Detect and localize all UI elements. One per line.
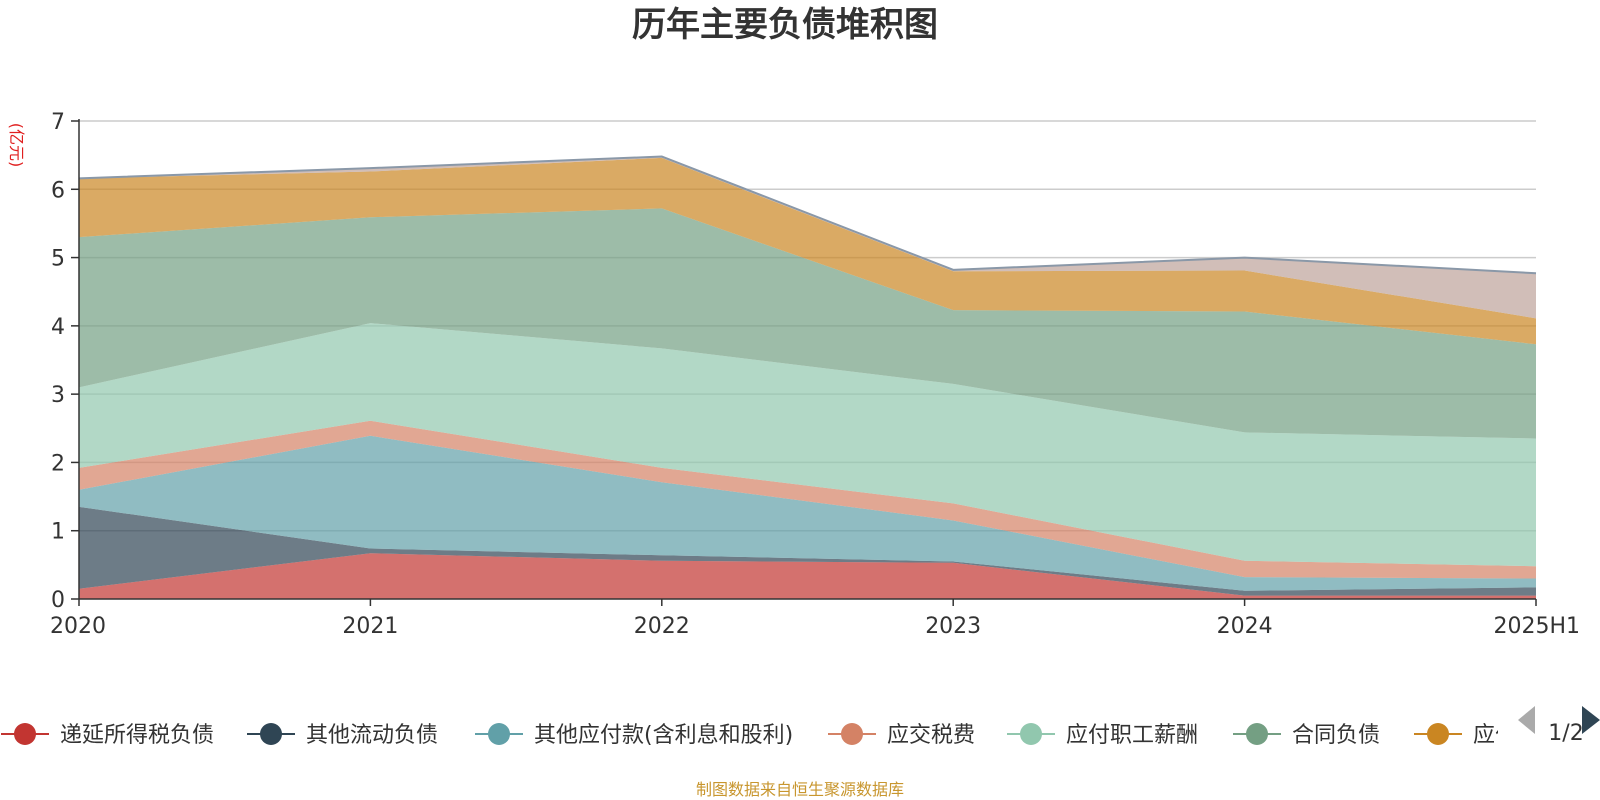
area-series [79,208,1536,439]
x-tick-label: 2020 [50,614,106,639]
legend: 递延所得税负债 其他流动负债 其他应付款(含利息和股利) 应交税费 应付职工薪酬 合同负债… [1,723,1561,748]
y-axis-unit-label: (亿元) [7,123,26,168]
y-tick-label: 0 [51,588,65,613]
chart-title: 历年主要负债堆积图 [632,5,938,45]
area-series [79,553,1536,599]
y-tick-label: 5 [51,247,65,272]
area-series [79,435,1536,591]
x-tick-label: 2025H1 [1493,614,1580,639]
legend-marker-dot [1020,723,1042,745]
legend-marker-dot [841,723,863,745]
legend-page-indicator: 1/2 [1548,721,1583,746]
legend-marker-dot [14,723,36,745]
y-tick-label: 3 [51,383,65,408]
axes: 0 1 2 3 4 5 6 7 2020 2021 2022 2023 2024 2025H1 [50,110,1580,639]
area-series [79,157,1536,345]
x-tick-label: 2021 [342,614,398,639]
y-tick-label: 4 [51,315,65,340]
legend-item[interactable]: 其他流动负债 [247,723,438,748]
legend-marker-dot [260,723,282,745]
legend-marker-dot [1427,723,1449,745]
legend-item[interactable]: 应付职工薪酬 [1007,723,1198,748]
data-source-note: 制图数据来自恒生聚源数据库 [696,780,904,799]
legend-item[interactable]: 其他应付款(含利息和股利) [475,723,793,748]
legend-label: 应付账款 [1473,723,1561,748]
legend-item[interactable]: 递延所得税负债 [1,723,214,748]
legend-prev-arrow-icon[interactable] [1518,706,1535,734]
legend-item[interactable]: 应付账款 [1414,723,1561,748]
y-tick-label: 6 [51,178,65,203]
legend-item[interactable]: 应交税费 [828,723,975,748]
legend-pager: 1/2 [1518,706,1600,746]
y-tick-label: 7 [51,110,65,135]
legend-marker-dot [488,723,510,745]
legend-label: 应付职工薪酬 [1066,723,1198,748]
y-tick-label: 1 [51,520,65,545]
legend-label: 其他应付款(含利息和股利) [534,723,793,748]
legend-next-arrow-icon[interactable] [1582,706,1600,734]
x-tick-label: 2022 [634,614,690,639]
x-tick-label: 2024 [1217,614,1273,639]
x-tick-label: 2023 [925,614,981,639]
y-tick-label: 2 [51,451,65,476]
area-series [79,506,1536,596]
legend-marker-dot [1246,723,1268,745]
legend-label: 递延所得税负债 [60,723,214,748]
stacked-areas [78,155,1537,599]
legend-item[interactable]: 合同负债 [1233,723,1380,748]
area-series [79,420,1536,579]
stack-top-line [78,155,1537,275]
legend-label: 合同负债 [1292,723,1380,748]
legend-label: 应交税费 [887,723,975,748]
legend-label: 其他流动负债 [306,723,438,748]
area-series [79,323,1536,567]
